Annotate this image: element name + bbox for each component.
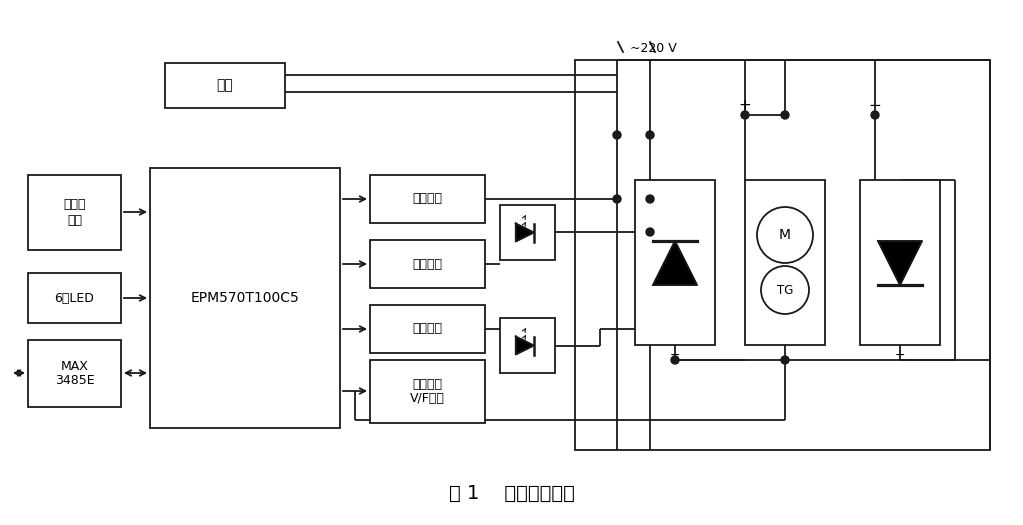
Text: ~220 V: ~220 V (630, 41, 677, 55)
Circle shape (613, 131, 621, 139)
Circle shape (781, 111, 789, 119)
Bar (150, 168, 340, 428)
Circle shape (757, 207, 813, 263)
Polygon shape (653, 241, 697, 285)
Polygon shape (878, 241, 922, 285)
Bar (500, 318, 555, 373)
Bar (860, 180, 940, 345)
Text: −: − (670, 349, 680, 362)
Bar (500, 205, 555, 260)
Text: −: − (869, 98, 882, 112)
Text: MAX
3485E: MAX 3485E (54, 360, 94, 387)
Circle shape (613, 195, 621, 203)
Bar (165, 63, 285, 108)
Circle shape (646, 131, 654, 139)
Text: 6位LED: 6位LED (54, 291, 94, 304)
Circle shape (646, 195, 654, 203)
Text: 隔离驱动: 隔离驱动 (412, 322, 443, 335)
Bar (635, 180, 715, 345)
Text: 电源: 电源 (217, 79, 233, 92)
Text: EPM570T100C5: EPM570T100C5 (190, 291, 300, 305)
Circle shape (781, 356, 789, 364)
Bar (28, 340, 121, 407)
Text: −: − (895, 349, 905, 362)
Text: TG: TG (776, 284, 793, 297)
Bar (28, 175, 121, 250)
Text: 隔离驱动: 隔离驱动 (412, 257, 443, 270)
Bar (370, 305, 485, 353)
Bar (370, 360, 485, 423)
Circle shape (741, 111, 749, 119)
Text: +: + (739, 98, 751, 112)
Bar (745, 180, 825, 345)
Circle shape (761, 266, 809, 314)
Polygon shape (516, 224, 534, 242)
Bar (28, 273, 121, 323)
Bar (575, 60, 990, 450)
Circle shape (671, 356, 679, 364)
Text: 过零脉冲: 过零脉冲 (412, 193, 443, 205)
Circle shape (871, 111, 879, 119)
Text: 加减速
按键: 加减速 按键 (63, 198, 86, 226)
Text: M: M (779, 228, 791, 242)
Text: 图 1    模块组成框图: 图 1 模块组成框图 (448, 484, 575, 502)
Bar (370, 175, 485, 223)
Polygon shape (516, 337, 534, 354)
Bar (370, 240, 485, 288)
Text: 预处理与
V/F变换: 预处理与 V/F变换 (410, 377, 445, 405)
Circle shape (646, 228, 654, 236)
